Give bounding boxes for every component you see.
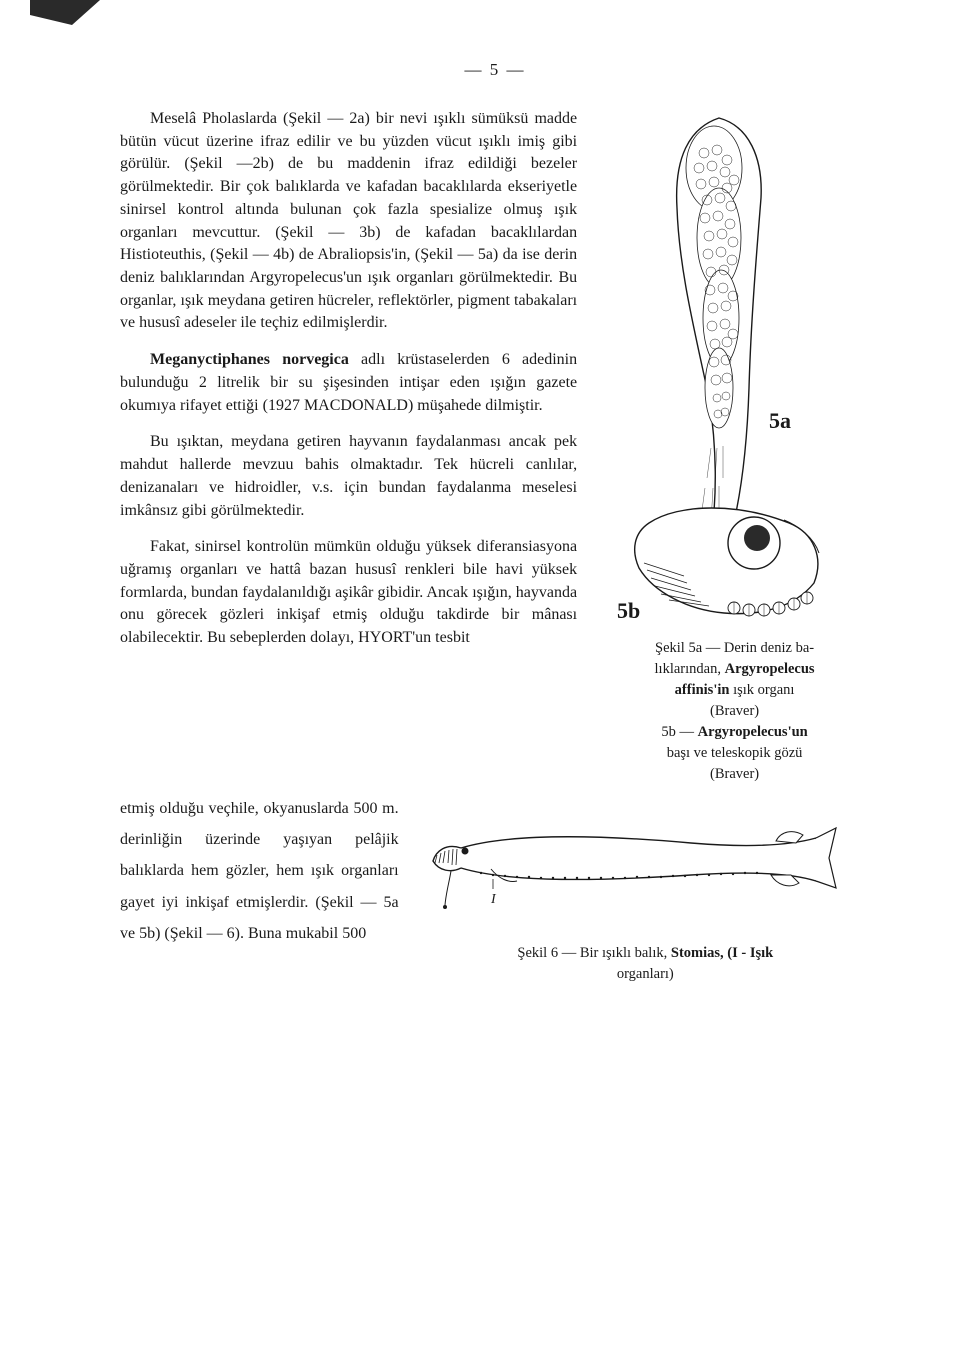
paragraph-3: Bu ışıktan, meydana getiren hayvanın fay…	[120, 431, 577, 522]
figure-6-caption: Şekil 6 — Bir ışıklı balık, Stomias, (I …	[421, 943, 870, 985]
cap6-pre: Şekil 6 — Bir ışıklı balık,	[517, 945, 670, 961]
figure-5-illustration: 5a	[599, 108, 839, 628]
cap5-l6: başı ve teleskopik gözü	[667, 745, 803, 761]
cap5-l4: (Braver)	[710, 703, 759, 719]
figure-column-right: 5a	[599, 108, 870, 785]
page-number: — 5 —	[120, 60, 870, 80]
cap5-l5p: 5b —	[661, 724, 697, 740]
cap6-l2: organları)	[617, 966, 674, 982]
paragraph-2: Meganyctiphanes norvegica adlı krüstasel…	[120, 349, 577, 417]
paragraph-5: etmiş olduğu veçhile, okyanuslarda 500 m…	[120, 793, 399, 949]
svg-text:I: I	[490, 892, 497, 907]
paragraph-4: Fakat, sinirsel kontrolün mümkün olduğu …	[120, 536, 577, 650]
figure-5-caption: Şekil 5a — Derin deniz ba- lıklarından, …	[599, 638, 870, 785]
cap5-b2: Argyropelecus'un	[698, 724, 808, 740]
figure-6-wrap: I Şekil 6 — Bir ışıklı balık, Stomias, (…	[421, 793, 870, 985]
cap5-l2: lıklarından,	[655, 661, 721, 677]
paragraph-1: Meselâ Pholaslarda (Şekil — 2a) bir nevi…	[120, 108, 577, 335]
figure-6-illustration: I	[421, 793, 841, 933]
cap5-l3: affinis'in	[675, 682, 730, 698]
species-name: Meganyctiphanes norvegica	[150, 351, 349, 368]
cap5-l1: Şekil 5a — Derin deniz ba-	[655, 640, 814, 656]
lower-section: etmiş olduğu veçhile, okyanuslarda 500 m…	[120, 793, 870, 985]
binding-mark	[30, 0, 100, 25]
figure-5b-label: 5b	[617, 598, 640, 623]
cap5-b1: Argyropelecus	[725, 661, 815, 677]
main-content: Meselâ Pholaslarda (Şekil — 2a) bir nevi…	[120, 108, 870, 785]
text-column: Meselâ Pholaslarda (Şekil — 2a) bir nevi…	[120, 108, 577, 785]
cap6-bold: Stomias, (I - Işık	[671, 945, 773, 961]
cap5-l7: (Braver)	[710, 766, 759, 782]
cap5-r3: ışık organı	[729, 682, 794, 698]
figure-5a-label: 5a	[769, 408, 791, 433]
